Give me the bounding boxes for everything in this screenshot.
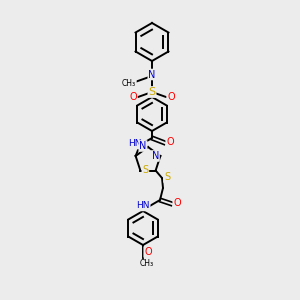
Text: S: S (142, 164, 148, 175)
Text: S: S (148, 87, 156, 97)
Text: O: O (144, 247, 152, 257)
Text: HN: HN (128, 140, 142, 148)
Text: HN: HN (136, 202, 150, 211)
Text: O: O (129, 92, 137, 102)
Text: N: N (148, 70, 156, 80)
Text: N: N (139, 141, 147, 151)
Text: CH₃: CH₃ (140, 260, 154, 268)
Text: O: O (173, 198, 181, 208)
Text: N: N (152, 151, 159, 161)
Text: S: S (164, 172, 170, 182)
Text: O: O (166, 137, 174, 147)
Text: O: O (167, 92, 175, 102)
Text: CH₃: CH₃ (122, 79, 136, 88)
